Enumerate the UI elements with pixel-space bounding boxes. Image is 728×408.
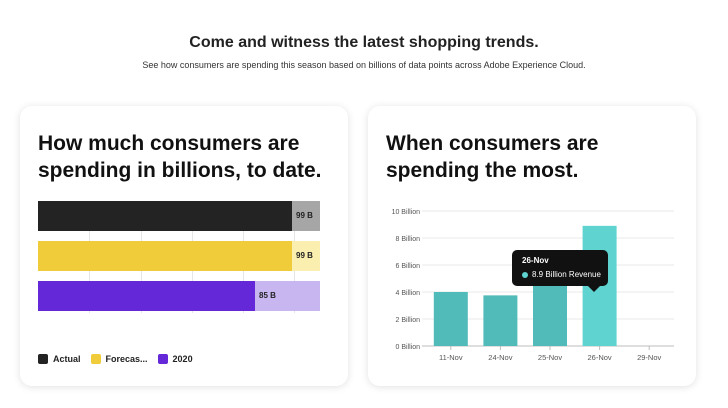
legend-item-actual[interactable]: Actual xyxy=(38,354,81,364)
revenue-bar[interactable] xyxy=(483,295,518,346)
bar-value-label: 85 B xyxy=(259,291,276,300)
hero-subtitle: See how consumers are spending this seas… xyxy=(142,60,586,70)
legend-label-actual: Actual xyxy=(53,354,81,364)
spending-bar-chart: 99 B 99 B 85 B xyxy=(38,201,320,313)
x-tick-label: 11-Nov xyxy=(439,353,463,362)
x-tick-label: 29-Nov xyxy=(637,353,661,362)
spending-legend: Actual Forecas... 2020 xyxy=(38,354,193,364)
legend-swatch-2020 xyxy=(157,354,168,364)
legend-item-forecast[interactable]: Forecas... xyxy=(90,354,148,364)
spending-card-title: How much consumers are spending in billi… xyxy=(38,132,322,182)
y-tick-label: 0 Billion xyxy=(395,344,420,351)
legend-label-2020: 2020 xyxy=(172,354,193,364)
tooltip-series-dot xyxy=(522,271,528,278)
bar-row: 99 B xyxy=(38,201,320,231)
y-tick-label: 8 Billion xyxy=(395,236,420,243)
x-tick-label: 25-Nov xyxy=(538,353,562,362)
timing-card-title: When consumers are spending the most. xyxy=(386,132,599,182)
revenue-tooltip: 26-Nov 8.9 Billion Revenue xyxy=(512,250,608,292)
x-tick-label: 26-Nov xyxy=(588,353,612,362)
legend-label-forecast: Forecas... xyxy=(105,354,148,364)
revenue-bar[interactable] xyxy=(433,292,468,346)
y-tick-label: 2 Billion xyxy=(395,317,420,324)
legend-item-2020[interactable]: 2020 xyxy=(157,354,193,364)
bar-fill[interactable] xyxy=(38,281,255,311)
tooltip-row: 8.9 Billion Revenue xyxy=(522,270,601,279)
x-tick-label: 24-Nov xyxy=(488,353,512,362)
bar-value-label: 99 B xyxy=(296,211,313,220)
bar-fill[interactable] xyxy=(38,241,292,271)
bar-fill[interactable] xyxy=(38,201,292,231)
tooltip-date: 26-Nov xyxy=(522,256,549,265)
bar-value-label: 99 B xyxy=(296,251,313,260)
y-tick-label: 10 Billion xyxy=(392,209,421,216)
y-tick-label: 6 Billion xyxy=(395,263,420,270)
legend-swatch-actual xyxy=(38,354,48,364)
bar-remainder xyxy=(255,281,320,311)
spending-card: How much consumers are spending in billi… xyxy=(20,106,348,386)
bar-remainder xyxy=(292,201,320,231)
bar-remainder xyxy=(292,241,320,271)
timing-card: When consumers are spending the most. 0 … xyxy=(368,106,696,386)
bar-row: 99 B xyxy=(38,241,320,271)
legend-swatch-forecast xyxy=(90,354,101,364)
revenue-column-chart: 0 Billion 2 Billion 4 Billion 6 Billion 8 Bi… xyxy=(392,209,674,362)
hero-title: Come and witness the latest shopping tre… xyxy=(189,34,539,51)
y-tick-label: 4 Billion xyxy=(395,290,420,297)
tooltip-value: 8.9 Billion Revenue xyxy=(532,270,601,279)
bar-row: 85 B xyxy=(38,281,320,311)
revenue-bar[interactable] xyxy=(533,277,567,346)
